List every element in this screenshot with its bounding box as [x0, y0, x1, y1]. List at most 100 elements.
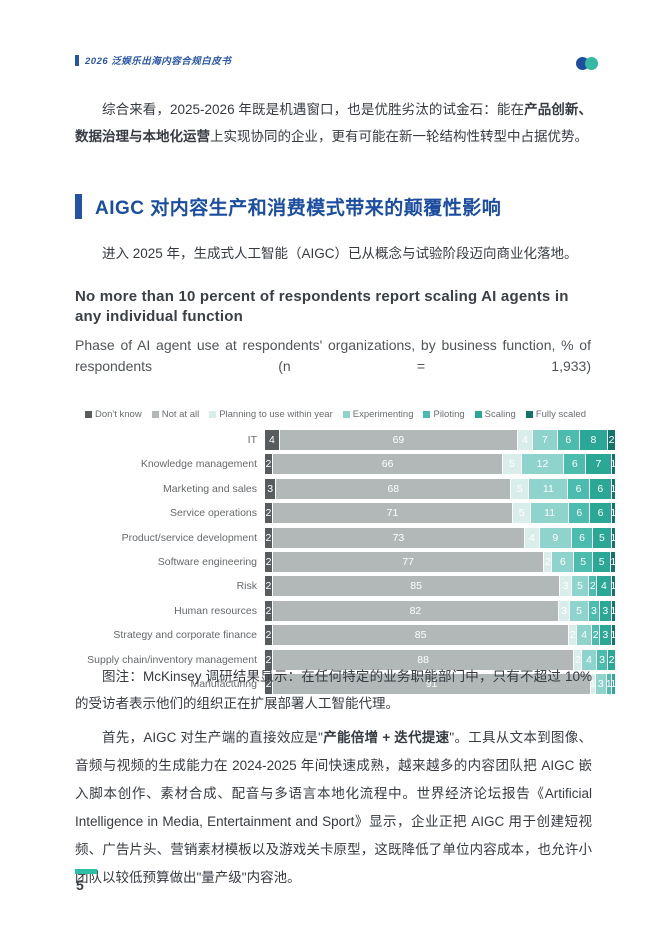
bar-segment: 2: [608, 649, 615, 670]
legend-swatch-icon: [151, 411, 159, 418]
bar-segment: 91: [272, 673, 591, 694]
bar-segment: 2: [265, 576, 272, 597]
bar-segment: 3: [558, 600, 570, 621]
bar-segment: 4: [577, 625, 592, 646]
lead-paragraph: 进入 2025 年，生成式人工智能（AIGC）已从概念与试验阶段迈向商业化落地。: [102, 246, 578, 261]
bar-segment: 1: [611, 503, 615, 524]
bar-segment: 1: [611, 625, 616, 646]
bar-segment: 2: [265, 454, 272, 475]
bar-segment: 5: [503, 454, 521, 475]
legend-swatch-icon: [525, 411, 533, 418]
bar-track: 2 88 2 4 3 2: [265, 649, 615, 670]
text-run: 首先，AIGC 对生产端的直接效应是": [102, 730, 323, 745]
bar-segment: 5: [592, 551, 611, 572]
bar-track: 2 85 2 4 2 3 1: [265, 625, 616, 646]
bar-segment: 1: [611, 576, 616, 597]
bar-segment: 7: [532, 430, 557, 450]
bar-row: Human resources 2 82 3 5 3 3 1: [75, 600, 622, 621]
bar-segment: 5: [593, 527, 611, 548]
legend-swatch-icon: [85, 411, 92, 418]
legend-swatch-icon: [209, 411, 217, 418]
document-title: 2026 泛娱乐出海内容合规白皮书: [85, 56, 232, 67]
bar-segment: 82: [272, 600, 558, 621]
bar-row: IT 4 69 4 7 6 8 2: [75, 430, 622, 450]
bar-segment: 5: [574, 551, 592, 572]
bar-row: Service operations 2 71 5 11 6 6 1: [75, 503, 622, 524]
bar-category-label: IT: [247, 434, 257, 446]
bar-segment: 5: [513, 503, 531, 524]
bar-segment: 88: [272, 649, 574, 670]
text-run: 综合来看，2025-2026 年既是机遇窗口，也是优胜劣汰的试金石：能在: [102, 102, 525, 117]
bar-segment: 71: [272, 503, 513, 524]
chart-legend: Don't know Not at all Planning to use with…: [85, 409, 622, 420]
bar-segment: 85: [272, 625, 569, 646]
legend-label: Planning to use within year: [219, 409, 333, 420]
legend-item: Planning to use within year: [209, 409, 333, 420]
bar-segment: 6: [552, 551, 574, 572]
legend-item: Experimenting: [342, 409, 414, 420]
legend-label: Experimenting: [352, 409, 414, 420]
bar-segment: 2: [265, 503, 272, 524]
bar-segment: 1: [591, 673, 595, 694]
bar-segment: 7: [586, 454, 611, 475]
bar-segment: 1: [611, 600, 615, 621]
chart-subtitle: Phase of AI agent use at respondents' or…: [75, 337, 591, 374]
bar-segment: 3: [596, 649, 608, 670]
bar-segment: 2: [265, 600, 272, 621]
bar-category-label: Strategy and corporate finance: [113, 629, 257, 642]
section-heading: AIGC 对内容生产和消费模式带来的颠覆性影响: [75, 193, 501, 220]
bar-segment: 11: [529, 478, 568, 499]
legend-item: Fully scaled: [525, 409, 586, 420]
legend-item: Don't know: [85, 409, 142, 420]
bar-segment: 1: [611, 551, 615, 572]
bar-row: Software engineering 2 77 2 6 5 5 1: [75, 551, 622, 572]
emphasis-text-run: 产品创新、数据治理与本地化运营: [75, 102, 593, 144]
bar-segment: 4: [582, 649, 596, 670]
section-title: AIGC 对内容生产和消费模式带来的颠覆性影响: [95, 198, 502, 219]
bar-category-label: Software engineering: [157, 555, 257, 568]
bar-track: 3 68 5 11 6 6 1: [265, 478, 615, 499]
bar-segment: 6: [557, 430, 579, 450]
bar-row: Marketing and sales 3 68 5 11 6 6 1: [75, 478, 622, 499]
bar-segment: 2: [592, 625, 600, 646]
bar-track: 2 77 2 6 5 5 1: [265, 551, 615, 572]
bar-row: Supply chain/inventory management 2 88 2 4 3 2: [75, 649, 622, 670]
bar-segment: 73: [272, 527, 524, 548]
bar-segment: 4: [597, 576, 611, 597]
bar-segment: 1: [611, 478, 615, 499]
text-run: "。工具从文本到图像、音频与视频的生成能力在 2024-2025 年间快速成熟，…: [75, 730, 592, 885]
bar-segment: 2: [265, 527, 272, 548]
bar-segment: 85: [272, 576, 560, 597]
bar-segment: 1: [611, 673, 615, 694]
bar-segment: 69: [279, 430, 518, 450]
bar-row: Product/service development 2 73 4 9 6 5 1: [75, 527, 622, 548]
bar-segment: 12: [521, 454, 564, 475]
bar-segment: 2: [265, 625, 272, 646]
bar-segment: 3: [560, 576, 571, 597]
bar-category-label: Manufacturing: [190, 677, 257, 690]
bar-segment: 5: [511, 478, 529, 499]
legend-label: Piloting: [433, 409, 465, 420]
bar-segment: 5: [570, 600, 588, 621]
chart-rows: IT 4 69 4 7 6 8 2 Knowledge management 2 66 5 12 6 7 1 M…: [75, 430, 622, 694]
bar-category-label: Marketing and sales: [163, 482, 257, 495]
legend-item: Not at all: [151, 409, 199, 420]
bar-row: Risk 2 85 3 5 2 4 1: [75, 576, 622, 597]
chart-title: No more than 10 percent of respondents r…: [75, 288, 569, 325]
chart-caption: 图注：McKinsey 调研结果显示：在任何特定的业务职能部门中，只有不超过 1…: [75, 663, 592, 717]
page-number: 5: [76, 877, 84, 893]
section-accent-bar: [75, 194, 82, 219]
body-paragraph: 首先，AIGC 对生产端的直接效应是"产能倍增 + 迭代提速"。工具从文本到图像…: [75, 724, 592, 892]
bar-segment: 77: [273, 551, 544, 572]
bar-row: Knowledge management 2 66 5 12 6 7 1: [75, 454, 622, 475]
bar-segment: 3: [600, 600, 611, 621]
bar-row: Strategy and corporate finance 2 85 2 4 2 3 1: [75, 625, 622, 646]
bar-segment: 1: [611, 527, 615, 548]
bar-segment: 6: [568, 478, 589, 499]
bar-segment: 3: [600, 625, 611, 646]
bar-segment: 66: [272, 454, 503, 475]
bar-track: 2 91 1 3 1 1: [265, 673, 615, 694]
bar-segment: 2: [608, 430, 615, 450]
bar-segment: 2: [574, 649, 582, 670]
